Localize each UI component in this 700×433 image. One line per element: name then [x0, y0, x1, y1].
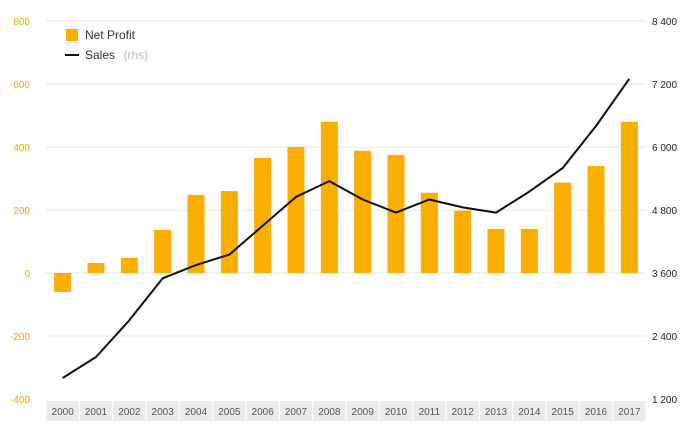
right-tick-label: 1 200: [652, 395, 677, 406]
net-profit-bar: [54, 273, 72, 292]
net-profit-bar: [454, 210, 472, 273]
legend: Net Profit Sales (rhs): [65, 28, 148, 63]
legend-label-sales-name: Sales: [85, 48, 115, 62]
net-profit-bar: [587, 165, 605, 273]
left-tick-label: -400: [10, 395, 30, 406]
x-tick-label: 2002: [118, 407, 141, 418]
x-tick-label: 2005: [218, 407, 241, 418]
net-profit-bar: [487, 228, 505, 273]
x-tick-label: 2008: [318, 407, 341, 418]
net-profit-bar: [154, 229, 172, 273]
left-tick-label: 200: [13, 206, 30, 217]
x-tick-label: 2010: [385, 407, 408, 418]
x-tick-label: 2009: [352, 407, 375, 418]
left-tick-label: 600: [13, 80, 30, 91]
legend-label-net-profit: Net Profit: [85, 28, 136, 42]
grid-lines: [46, 20, 646, 337]
right-tick-label: 3 600: [652, 269, 677, 280]
x-tick-label: 2011: [419, 407, 441, 418]
right-axis: 8 400 7 200 6 000 4 800 3 600 2 400 1 200: [652, 17, 677, 406]
net-profit-bar: [354, 150, 372, 273]
x-tick-label: 2001: [85, 407, 108, 418]
left-tick-label: 0: [24, 269, 30, 280]
x-tick-label: 2012: [452, 407, 475, 418]
x-tick-label: 2017: [618, 407, 641, 418]
net-profit-bar: [387, 154, 405, 273]
x-tick-label: 2015: [552, 407, 575, 418]
net-profit-bar: [620, 121, 638, 273]
net-profit-bar: [320, 121, 338, 273]
left-tick-label: 800: [13, 17, 30, 28]
net-profit-bar: [120, 257, 138, 273]
x-tick-label: 2016: [585, 407, 608, 418]
right-tick-label: 6 000: [652, 143, 677, 154]
left-tick-label: 400: [13, 143, 30, 154]
net-profit-bars: [54, 121, 638, 292]
net-profit-bar: [420, 192, 438, 273]
right-tick-label: 7 200: [652, 80, 677, 91]
x-tick-label: 2004: [185, 407, 208, 418]
legend-label-sales-suffix: (rhs): [123, 48, 148, 62]
x-axis: 2000 2001 2002 2003 2004 2005 2006 2007 2008 2009…: [45, 401, 647, 421]
net-profit-bar: [287, 147, 305, 273]
sales-line-layer: [62, 78, 631, 379]
x-tick-label: 2014: [518, 407, 541, 418]
legend-label-sales: Sales (rhs): [85, 46, 148, 63]
sales-line: [62, 78, 631, 379]
right-tick-label: 4 800: [652, 206, 677, 217]
left-axis: 800 600 400 200 0 -200 -400: [10, 17, 30, 406]
left-tick-label: -200: [10, 332, 30, 343]
legend-swatch-net-profit: [66, 29, 78, 41]
x-tick-label: 2006: [252, 407, 275, 418]
x-tick-label: 2003: [152, 407, 175, 418]
x-tick-label: 2000: [52, 407, 75, 418]
net-profit-bar: [187, 194, 205, 273]
net-profit-bar: [554, 182, 572, 273]
net-profit-bar: [254, 158, 272, 273]
x-tick-label: 2007: [285, 407, 308, 418]
x-tick-label: 2013: [485, 407, 508, 418]
right-tick-label: 8 400: [652, 17, 677, 28]
right-tick-label: 2 400: [652, 332, 677, 343]
net-profit-bar: [87, 262, 105, 273]
net-profit-bar: [220, 191, 238, 273]
net-profit-bar: [520, 228, 538, 273]
